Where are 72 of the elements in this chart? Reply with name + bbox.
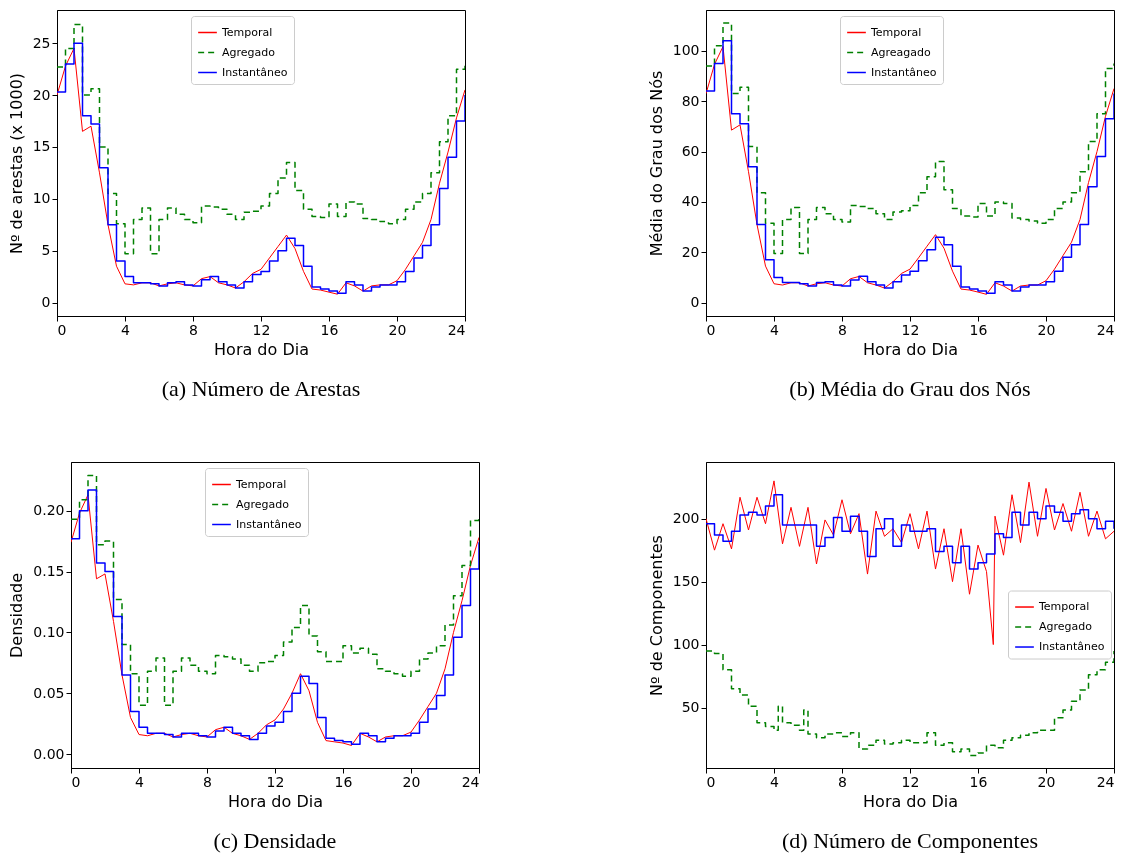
x-tick-label: 0 xyxy=(706,321,716,338)
y-tick-label: 0.00 xyxy=(33,745,65,762)
legend-label: Instantâneo xyxy=(871,65,937,79)
x-tick-label: 0 xyxy=(71,773,81,790)
y-tick-label: 0 xyxy=(690,294,700,311)
x-tick-label: 12 xyxy=(252,321,271,338)
x-axis-title: Hora do Dia xyxy=(863,339,958,359)
y-tick-label: 100 xyxy=(672,42,700,59)
x-tick-label: 4 xyxy=(770,321,780,338)
y-tick-label: 15 xyxy=(32,138,51,155)
x-tick-label: 12 xyxy=(901,773,920,790)
x-tick-label: 20 xyxy=(402,773,421,790)
x-tick-label: 8 xyxy=(203,773,212,790)
y-axis-title: Nº de arestas (x 1000) xyxy=(6,72,26,255)
x-axis-title: Hora do Dia xyxy=(863,791,958,811)
x-tick-label: 16 xyxy=(320,321,339,338)
y-tick-label: 0 xyxy=(41,294,51,311)
y-tick-label: 150 xyxy=(672,573,700,590)
legend-label: Instantâneo xyxy=(222,65,288,79)
legend-label: Agreagado xyxy=(871,45,931,59)
y-tick-label: 60 xyxy=(681,143,700,160)
y-tick-label: 200 xyxy=(672,510,700,527)
x-axis-title: Hora do Dia xyxy=(228,791,323,811)
x-tick-label: 24 xyxy=(461,773,480,790)
y-tick-label: 100 xyxy=(672,636,700,653)
y-tick-label: 0.15 xyxy=(33,563,65,579)
y-tick-label: 25 xyxy=(32,34,51,51)
x-tick-label: 0 xyxy=(706,773,716,790)
x-tick-label: 12 xyxy=(266,773,285,790)
x-tick-label: 24 xyxy=(1096,773,1115,790)
x-tick-label: 12 xyxy=(901,321,920,338)
x-tick-label: 8 xyxy=(189,321,198,338)
x-tick-label: 8 xyxy=(838,773,847,790)
x-tick-label: 24 xyxy=(447,321,466,338)
y-tick-label: 0.20 xyxy=(33,502,65,519)
y-tick-label: 20 xyxy=(681,243,700,260)
text: (a) Número de Arestas xyxy=(161,376,361,401)
y-tick-label: 80 xyxy=(681,92,700,109)
legend-label: Instantâneo xyxy=(236,517,302,531)
x-tick-label: 20 xyxy=(1037,773,1056,790)
y-tick-label: 5 xyxy=(41,242,51,259)
legend-label: Agregado xyxy=(236,497,290,511)
y-tick-label: 0.05 xyxy=(33,684,65,701)
y-axis-title: Densidade xyxy=(7,572,27,659)
y-tick-label: 50 xyxy=(681,699,700,716)
y-tick-label: 10 xyxy=(32,190,51,207)
x-tick-label: 16 xyxy=(334,773,353,790)
text: (b) Média do Grau dos Nós xyxy=(789,376,1031,401)
legend-label: Agregado xyxy=(222,45,276,59)
x-tick-label: 16 xyxy=(969,321,988,338)
legend-label: Agregado xyxy=(1039,620,1093,634)
x-axis-title: Hora do Dia xyxy=(214,339,309,359)
x-tick-label: 4 xyxy=(770,773,780,790)
x-tick-label: 8 xyxy=(838,321,847,338)
legend-label: Temporal xyxy=(870,25,922,39)
x-tick-label: 16 xyxy=(969,773,988,790)
x-tick-label: 20 xyxy=(388,321,407,338)
text: (d) Número de Componentes xyxy=(782,828,1038,853)
y-tick-label: 40 xyxy=(681,193,700,210)
legend-label: Temporal xyxy=(1038,600,1090,614)
x-tick-label: 20 xyxy=(1037,321,1056,338)
legend-label: Temporal xyxy=(221,25,273,39)
y-axis-title: Média do Grau dos Nós xyxy=(646,70,666,257)
x-tick-label: 24 xyxy=(1096,321,1115,338)
y-axis-title: Nº de Componentes xyxy=(646,535,666,696)
legend-label: Temporal xyxy=(235,477,287,491)
x-tick-label: 4 xyxy=(135,773,145,790)
y-tick-label: 20 xyxy=(32,86,51,103)
legend-label: Instantâneo xyxy=(1039,640,1105,654)
y-tick-label: 0.10 xyxy=(33,623,65,640)
text: (c) Densidade xyxy=(213,828,337,853)
x-tick-label: 4 xyxy=(121,321,131,338)
